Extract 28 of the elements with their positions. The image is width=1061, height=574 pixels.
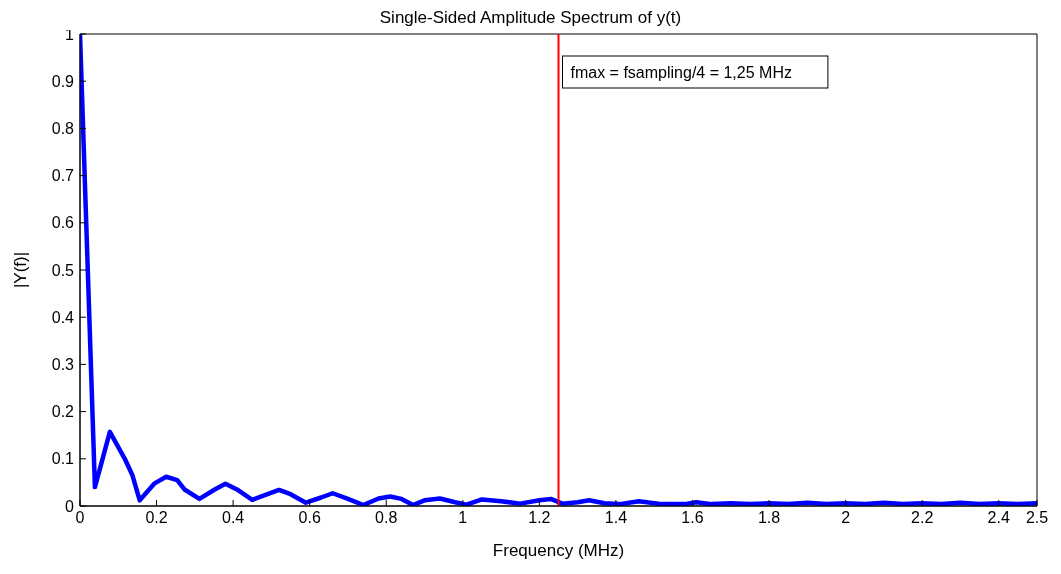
y-axis-title: |Y(f)| — [11, 251, 31, 289]
y-tick-label: 0.4 — [51, 308, 75, 326]
ref-line-label: fmax = fsampling/4 = 1,25 MHz — [570, 64, 792, 81]
x-tick-label: 0.2 — [145, 509, 168, 527]
y-tick-label: 0.6 — [51, 214, 75, 232]
y-tick-label: 0.2 — [51, 403, 75, 421]
x-axis-title: Frequency (MHz) — [492, 541, 625, 560]
y-tick-label: 0 — [65, 497, 75, 515]
y-tick-label: 0.3 — [51, 356, 75, 374]
x-tick-label: 2 — [841, 509, 851, 527]
y-tick-label: 0.8 — [51, 120, 75, 138]
line-series — [80, 34, 1037, 506]
y-tick-label: 0.7 — [51, 167, 75, 185]
chart-title: Single-Sided Amplitude Spectrum of y(t) — [379, 8, 682, 27]
y-tick-label: 0.1 — [51, 450, 75, 468]
x-tick-label: 0.8 — [375, 509, 398, 527]
x-tick-label: 1.4 — [604, 509, 628, 527]
x-tick-label: 1.6 — [681, 509, 704, 527]
x-tick-label: 0.4 — [221, 509, 245, 527]
y-tick-label: 0.5 — [51, 261, 75, 279]
x-tick-label: 1 — [458, 509, 468, 527]
x-tick-label: 0.6 — [298, 509, 321, 527]
x-tick-label: 1.2 — [528, 509, 551, 527]
y-tick-label: 0.9 — [51, 72, 75, 90]
x-tick-label: 2.4 — [987, 509, 1010, 527]
x-tick-label: 2.2 — [911, 509, 934, 527]
x-tick-label: 1.8 — [757, 509, 781, 527]
x-tick-label: 2.5 — [1025, 509, 1049, 527]
